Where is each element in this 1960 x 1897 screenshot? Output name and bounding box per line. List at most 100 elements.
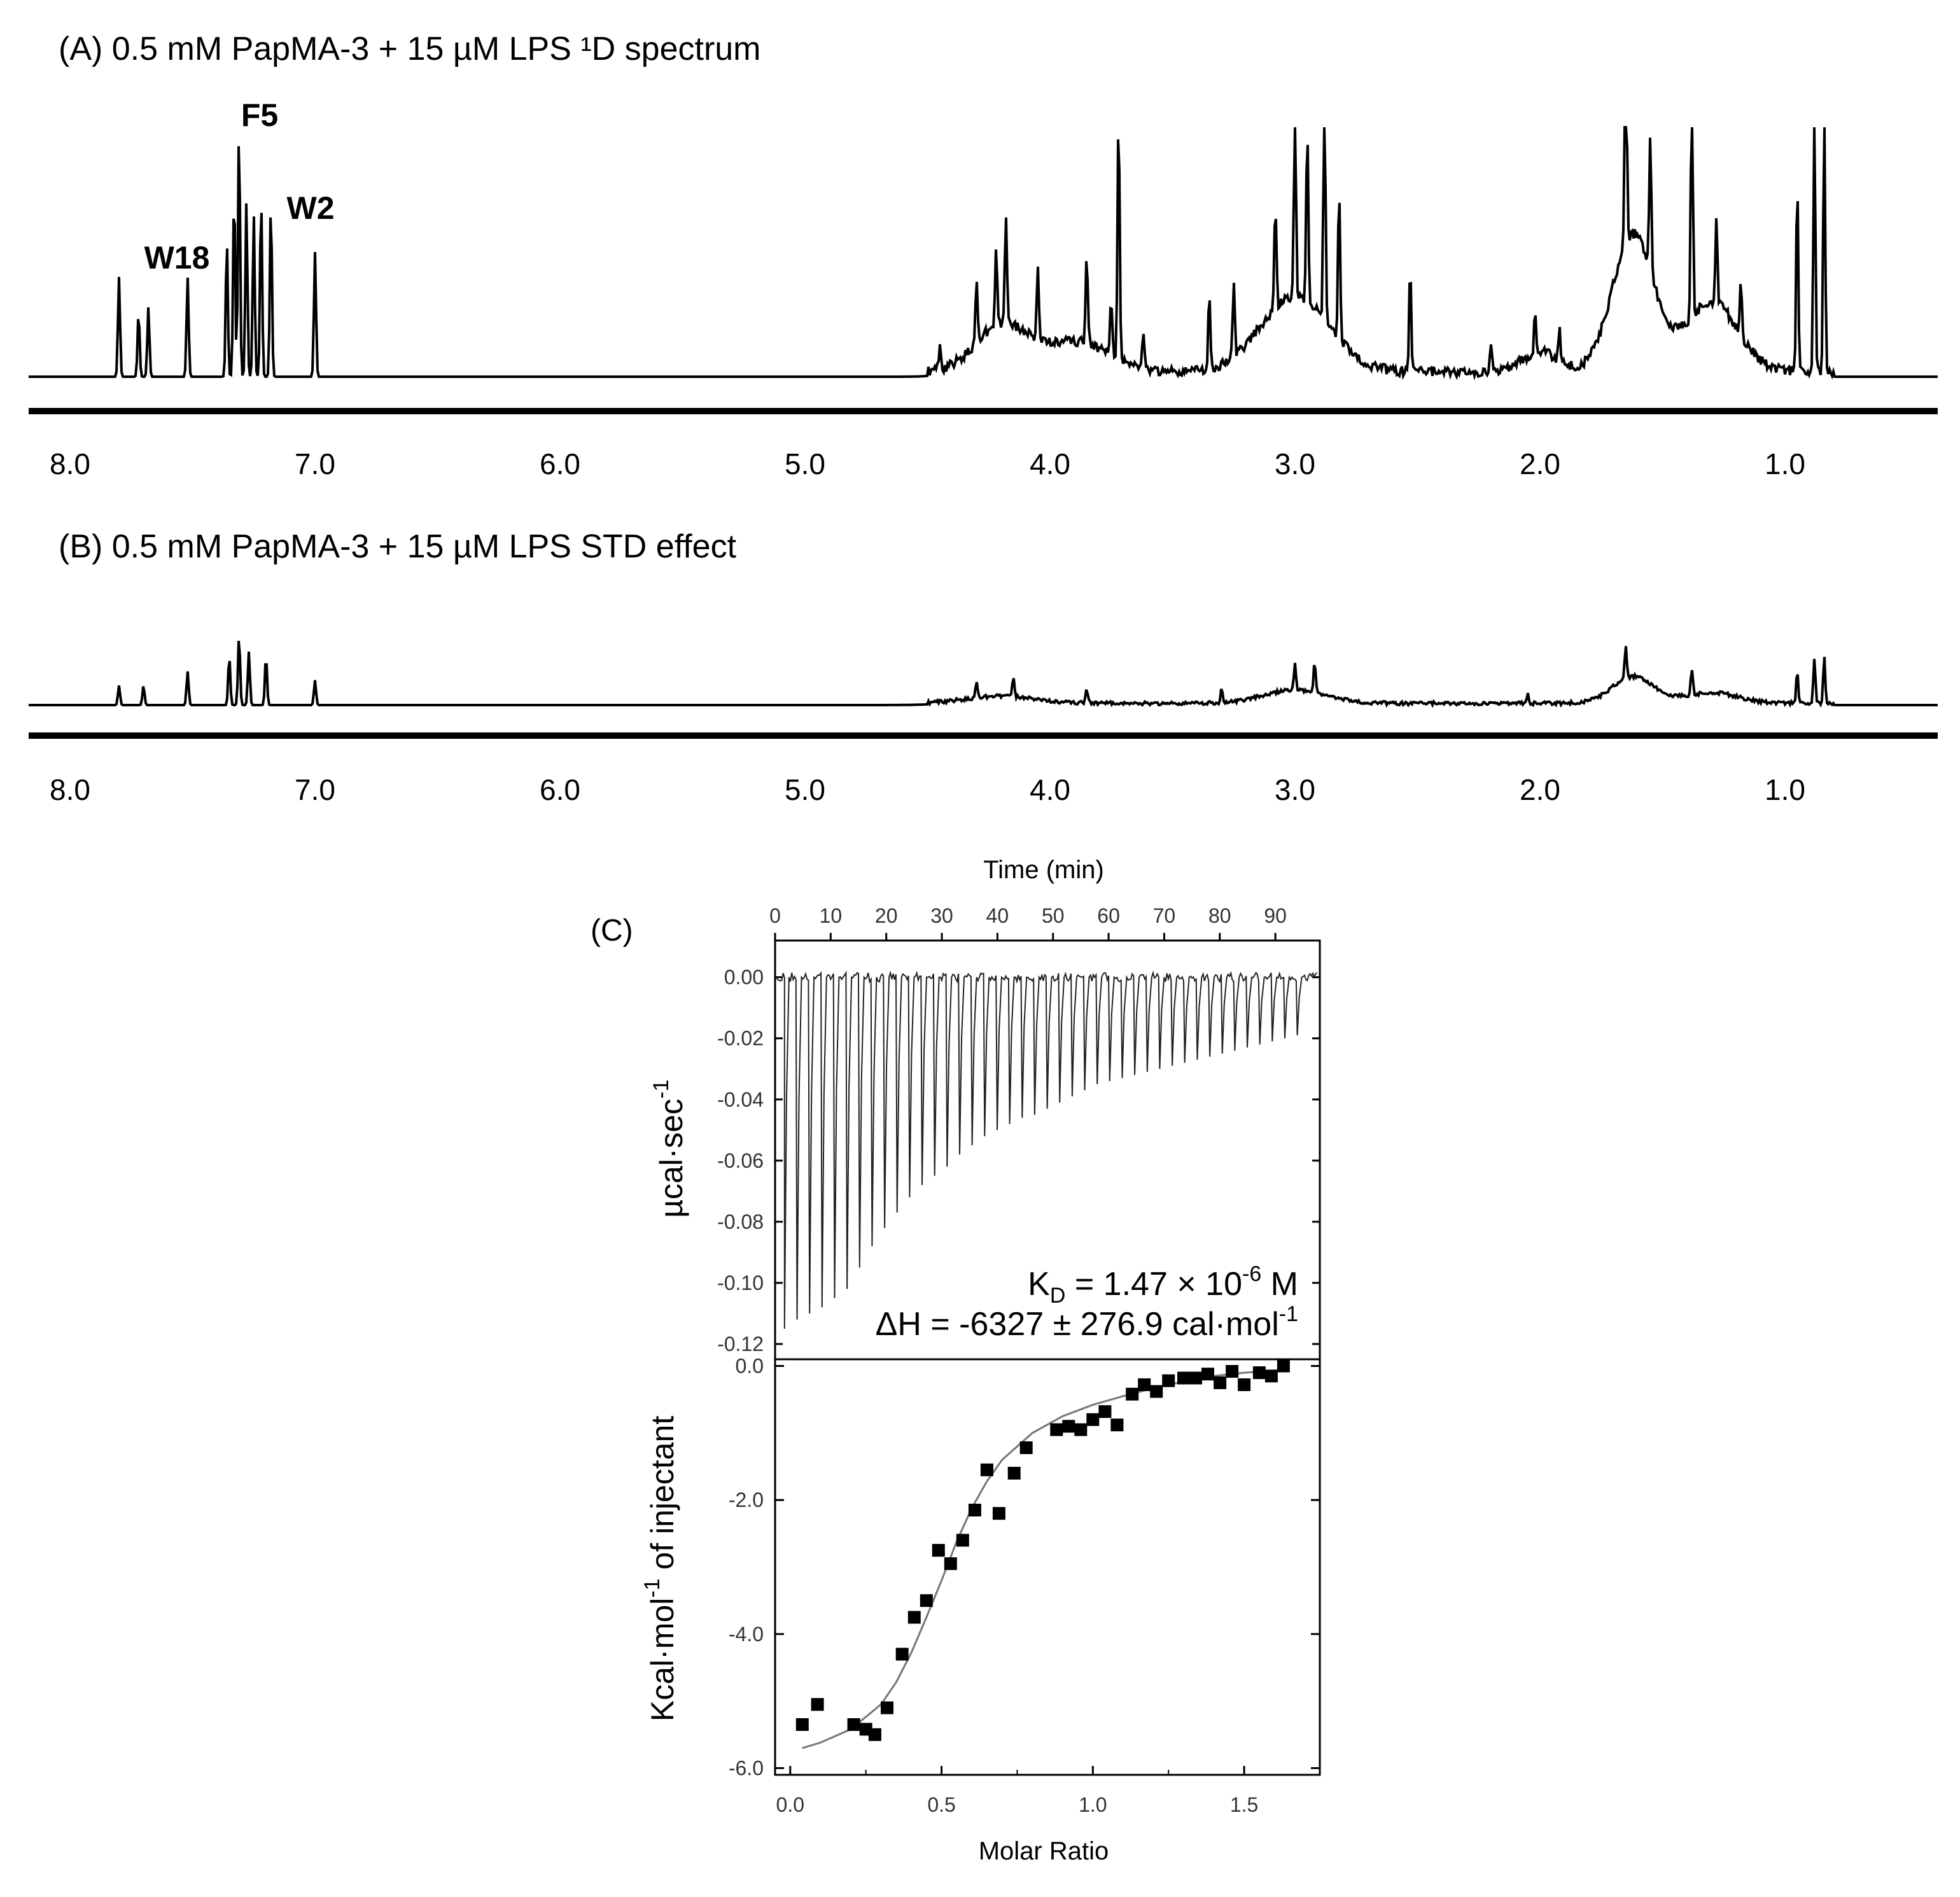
ppm-tick-label: 6.0 — [540, 447, 580, 480]
binding-data-point — [1189, 1371, 1202, 1385]
itc-raw-y-tick-label: 0.00 — [724, 966, 764, 989]
binding-fit-curve — [802, 1369, 1284, 1749]
itc-raw-axis-ticks: 0 10 20 30 40 50 60 70 80 90 0.00 -0.02 -0.04 -0.06 -0… — [717, 904, 1320, 1355]
binding-data-point — [1019, 1441, 1033, 1454]
peak-label-f5: F5 — [241, 97, 278, 133]
ppm-tick-label: 2.0 — [1520, 447, 1560, 480]
kd-subscript: D — [1050, 1284, 1066, 1308]
binding-data-point — [980, 1463, 993, 1476]
molar-ratio-axis-label: Molar Ratio — [979, 1837, 1109, 1865]
binding-data-point — [1162, 1374, 1175, 1387]
binding-data-point — [1098, 1405, 1112, 1418]
dh-exponent: -1 — [1279, 1302, 1298, 1326]
dh-annotation: ΔH = -6327 ± 276.9 cal·mol-1 — [876, 1302, 1298, 1343]
kd-annotation: KD = 1.47 × 10-6 M — [1028, 1262, 1298, 1308]
ppm-tick-label: 7.0 — [295, 447, 335, 480]
ppm-tick-label: 4.0 — [1030, 447, 1070, 480]
panel-a-spectrum-trace — [29, 126, 1938, 381]
panel-a-title: (A) 0.5 mM PapMA-3 + 15 µM LPS ¹D spectr… — [59, 31, 761, 67]
binding-data-point — [1062, 1420, 1075, 1433]
binding-data-point — [944, 1557, 957, 1571]
binding-data-point — [968, 1504, 981, 1516]
binding-data-point — [881, 1701, 893, 1714]
binding-y-tick-label: 0.0 — [736, 1355, 764, 1378]
itc-binding-y-axis-label: Kcal·mol-1 of injectant — [640, 1416, 680, 1722]
binding-data-point — [1238, 1378, 1251, 1391]
binding-data-point — [1150, 1385, 1163, 1398]
binding-data-point — [932, 1544, 945, 1557]
itc-raw-y-tick-label: -0.02 — [717, 1027, 764, 1050]
kd-symbol: K — [1028, 1266, 1050, 1303]
ppm-tick-label: 4.0 — [1030, 773, 1070, 806]
binding-data-point — [1086, 1413, 1100, 1426]
binding-data-point — [992, 1507, 1005, 1520]
molar-ratio-tick-label: 1.0 — [1079, 1793, 1107, 1816]
binding-y-axis-label-end: of injectant — [645, 1416, 680, 1579]
ppm-tick-label: 3.0 — [1275, 773, 1315, 806]
molar-ratio-tick-label: 1.5 — [1230, 1793, 1258, 1816]
ppm-tick-label: 5.0 — [785, 447, 825, 480]
time-tick-label: 80 — [1208, 904, 1231, 927]
panel-b-axis-ticks: 8.0 7.0 6.0 5.0 4.0 3.0 2.0 1.0 — [50, 773, 1805, 806]
molar-ratio-tick-label: 0.0 — [776, 1793, 804, 1816]
panel-a-peak-labels: F5 W2 W18 — [144, 97, 335, 276]
binding-data-point — [1138, 1378, 1151, 1391]
panel-c: (C) Time (min) 0 10 20 30 40 50 60 70 80 90 0.00 -0… — [591, 856, 1321, 1865]
binding-data-point — [1252, 1366, 1266, 1380]
binding-data-point — [811, 1698, 824, 1711]
time-tick-label: 70 — [1153, 904, 1176, 927]
itc-raw-y-tick-label: -0.08 — [717, 1210, 764, 1233]
binding-data-point — [1277, 1359, 1290, 1373]
itc-raw-y-tick-label: -0.12 — [717, 1333, 764, 1355]
ppm-tick-label: 3.0 — [1275, 447, 1315, 480]
panel-b-spectrum-trace — [29, 640, 1938, 708]
molar-ratio-tick-label: 0.5 — [927, 1793, 955, 1816]
time-tick-label: 10 — [820, 904, 843, 927]
itc-raw-y-tick-label: -0.06 — [717, 1149, 764, 1172]
binding-data-point — [1110, 1418, 1124, 1432]
time-tick-label: 20 — [875, 904, 898, 927]
itc-binding-axis-ticks: 0.0 0.5 1.0 1.5 0.0 -2.0 -4.0 -6.0 — [729, 1355, 1320, 1816]
binding-data-point — [795, 1718, 809, 1731]
itc-time-axis-label: Time (min) — [983, 856, 1104, 884]
itc-raw-heat-trace — [775, 970, 1318, 1329]
binding-data-point — [1074, 1423, 1088, 1436]
dh-value: ΔH = -6327 ± 276.9 cal·mol — [876, 1306, 1279, 1343]
binding-data-point — [1007, 1467, 1021, 1480]
panel-c-label: (C) — [591, 914, 633, 948]
ppm-tick-label: 8.0 — [50, 773, 90, 806]
ppm-tick-label: 8.0 — [50, 447, 90, 480]
ppm-tick-label: 1.0 — [1765, 773, 1805, 806]
binding-data-point — [956, 1534, 969, 1547]
panel-a-axis-ticks: 8.0 7.0 6.0 5.0 4.0 3.0 2.0 1.0 — [50, 447, 1805, 480]
kd-unit: M — [1261, 1266, 1298, 1303]
itc-raw-y-axis-exponent: -1 — [649, 1079, 673, 1098]
binding-y-tick-label: -2.0 — [729, 1488, 764, 1511]
ppm-tick-label: 1.0 — [1765, 447, 1805, 480]
time-tick-label: 0 — [769, 904, 781, 927]
ppm-tick-label: 6.0 — [540, 773, 580, 806]
binding-y-tick-label: -4.0 — [729, 1623, 764, 1646]
kd-exponent: -6 — [1242, 1262, 1261, 1286]
time-tick-label: 90 — [1264, 904, 1287, 927]
binding-data-point — [1214, 1376, 1227, 1389]
binding-data-point — [1226, 1365, 1239, 1378]
binding-y-axis-exponent: -1 — [640, 1579, 664, 1598]
peak-label-w2: W2 — [287, 190, 335, 226]
peak-label-w18: W18 — [144, 240, 210, 276]
binding-data-point — [907, 1611, 921, 1624]
itc-raw-y-tick-label: -0.04 — [717, 1088, 764, 1111]
time-tick-label: 30 — [930, 904, 953, 927]
binding-data-point — [1264, 1369, 1278, 1383]
panel-b-title: (B) 0.5 mM PapMA-3 + 15 µM LPS STD effec… — [59, 528, 737, 565]
binding-data-point — [847, 1718, 860, 1731]
ppm-tick-label: 5.0 — [785, 773, 825, 806]
itc-raw-y-axis-label: µcal·sec-1 — [649, 1079, 689, 1217]
binding-data-point — [868, 1728, 881, 1741]
time-tick-label: 50 — [1042, 904, 1065, 927]
binding-data-points — [795, 1359, 1290, 1741]
binding-data-point — [1126, 1387, 1139, 1401]
binding-y-tick-label: -6.0 — [729, 1756, 764, 1779]
ppm-tick-label: 2.0 — [1520, 773, 1560, 806]
